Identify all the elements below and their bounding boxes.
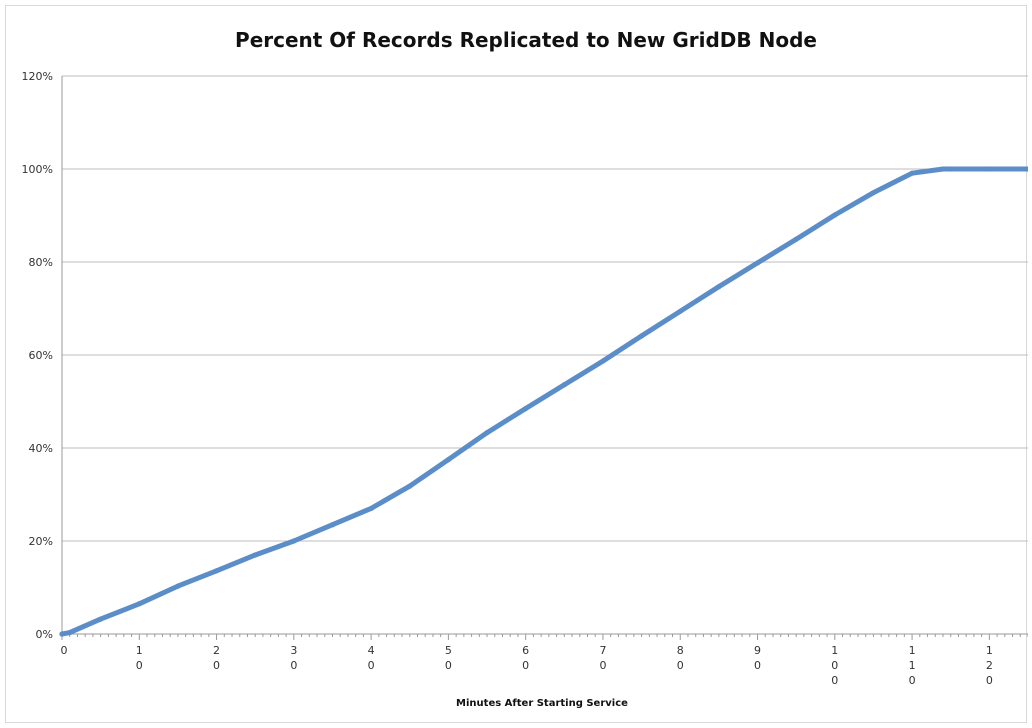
x-tick-label: 0 xyxy=(61,644,68,657)
data-point xyxy=(67,630,73,636)
data-point xyxy=(832,212,838,218)
data-point xyxy=(870,190,877,196)
data-point xyxy=(98,616,104,622)
data-point xyxy=(445,457,451,463)
data-point xyxy=(948,166,954,172)
data-point xyxy=(291,538,297,544)
y-tick-label: 60% xyxy=(29,349,53,362)
data-point xyxy=(793,236,799,242)
gridlines xyxy=(62,75,1028,542)
data-point xyxy=(600,358,606,364)
data-point xyxy=(484,430,490,436)
series-layer xyxy=(59,166,1028,637)
y-tick-label: 0% xyxy=(36,628,53,641)
series-line xyxy=(59,166,1028,637)
y-tick-label: 20% xyxy=(29,535,53,548)
x-axis-ticks: 0 1 0 2 0 3 0 4 0 5 0 6 0 7 0 8 0 9 0 1 0 0 1 1 0 1 2 0 xyxy=(61,644,993,687)
data-point xyxy=(213,568,220,574)
chart-frame: Percent Of Records Replicated to New Gri… xyxy=(5,5,1028,723)
data-point xyxy=(909,170,915,176)
data-point xyxy=(136,601,142,607)
axes xyxy=(61,76,1028,640)
data-point xyxy=(329,522,336,528)
chart-title: Percent Of Records Replicated to New Gri… xyxy=(235,28,817,52)
data-point xyxy=(716,284,722,290)
y-tick-label: 120% xyxy=(22,70,53,83)
data-point xyxy=(677,308,683,314)
data-point xyxy=(1025,166,1028,172)
x-axis-label: Minutes After Starting Service xyxy=(456,698,628,709)
line-chart: Percent Of Records Replicated to New Gri… xyxy=(22,28,1028,709)
data-point xyxy=(175,583,181,589)
data-point xyxy=(252,552,258,558)
y-axis-ticks: 0% 20% 40% 60% 80% 100% 120% xyxy=(22,70,53,641)
data-point xyxy=(940,166,946,172)
data-point xyxy=(59,631,65,637)
y-tick-label: 40% xyxy=(29,442,53,455)
data-point xyxy=(368,505,374,512)
data-point xyxy=(561,382,567,388)
data-point xyxy=(986,166,992,172)
data-point xyxy=(639,333,645,339)
y-tick-label: 100% xyxy=(22,163,53,176)
data-point xyxy=(754,260,761,266)
y-tick-label: 80% xyxy=(29,256,53,269)
data-point xyxy=(407,483,413,489)
data-point xyxy=(523,405,529,412)
